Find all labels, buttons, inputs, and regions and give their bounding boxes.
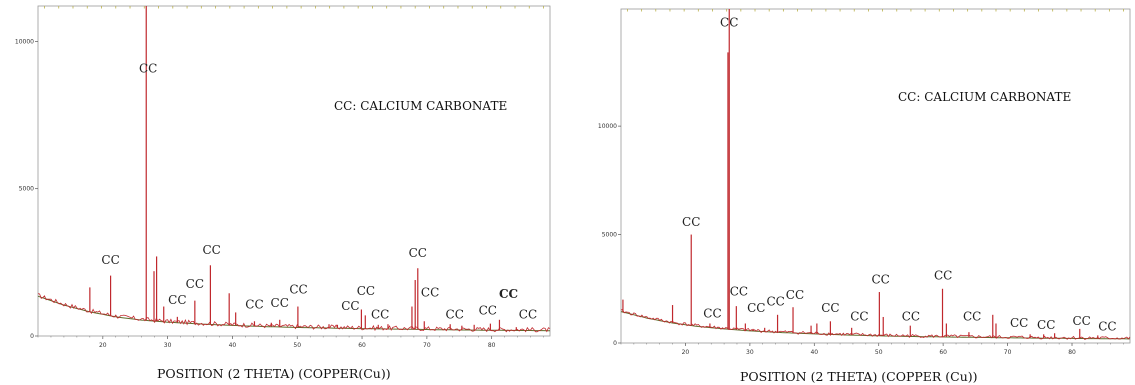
peak-label: CC (1010, 316, 1028, 330)
y-tick-group: 0 5000 10000 (598, 123, 621, 347)
y-tick-label: 10000 (15, 38, 34, 45)
peak-label: CC (1072, 314, 1090, 328)
x-tick-group: 20 30 40 50 60 70 80 (37, 336, 544, 349)
peak-label: CC (682, 215, 700, 229)
plot-frame (37, 5, 551, 337)
peak-label: CC (421, 286, 439, 300)
peak-label: CC (1098, 319, 1116, 333)
peak-label: CC (499, 287, 518, 301)
x-tick-label: 40 (810, 349, 818, 356)
peak-label: CC (245, 297, 263, 311)
x-tick-label: 80 (488, 342, 496, 349)
x-axis-label: POSITION (2 THETA) (COPPER (Cu)) (740, 369, 978, 384)
legend-text: CC: CALCIUM CARBONATE (334, 99, 507, 113)
peak-label: CC (1037, 318, 1055, 332)
x-tick-label: 40 (229, 342, 237, 349)
x-tick-label: 30 (746, 349, 754, 356)
x-tick-label: 30 (164, 342, 172, 349)
background-curve (37, 295, 550, 332)
x-axis-label: POSITION (2 THETA) (COPPER(Cu)) (157, 366, 391, 381)
peak-label: CC (203, 243, 221, 257)
background-curve (620, 311, 1130, 340)
pattern-noise-trace (620, 309, 1131, 340)
x-tick-label: 80 (1068, 349, 1076, 356)
peak-label: CC (446, 308, 464, 322)
top-tick-group (627, 9, 1124, 12)
y-tick-label: 5000 (602, 232, 617, 239)
peak-label: CC (766, 294, 784, 308)
peak-label: CC (289, 283, 307, 297)
peak-label: CC (186, 277, 204, 291)
peak-label: CC (168, 293, 186, 307)
peak-label: CC (850, 310, 868, 324)
peak-label: CC (963, 310, 981, 324)
x-tick-label: 60 (358, 342, 366, 349)
legend-text: CC: CALCIUM CARBONATE (898, 90, 1071, 104)
diffraction-pattern (620, 9, 1131, 340)
peak-label: CC (271, 296, 289, 310)
peak-label: CC (357, 284, 375, 298)
diffraction-pattern (37, 6, 551, 333)
y-tick-label: 0 (30, 333, 34, 340)
x-tick-label: 20 (682, 349, 690, 356)
y-tick-label: 5000 (19, 186, 34, 193)
peak-label: CC (139, 62, 157, 76)
peak-label: CC (703, 306, 721, 320)
y-tick-label: 10000 (598, 123, 617, 130)
peak-label: CC (101, 253, 119, 267)
peak-label: CC (720, 16, 738, 30)
peak-label: CC (519, 308, 537, 322)
peak-label: CC (479, 303, 497, 317)
peak-label: CC (902, 310, 920, 324)
x-tick-label: 60 (939, 349, 947, 356)
peak-label: CC (871, 273, 889, 287)
peak-label: CC (409, 246, 427, 260)
y-tick-label: 0 (613, 340, 617, 347)
x-tick-group: 20 30 40 50 60 70 80 (620, 343, 1124, 356)
pattern-noise-trace (37, 293, 551, 333)
peak-label: CC (341, 299, 359, 313)
peak-label: CC (730, 285, 748, 299)
y-tick-group: 0 5000 10000 (15, 38, 38, 340)
x-tick-label: 50 (293, 342, 301, 349)
x-tick-label: 70 (1004, 349, 1012, 356)
peak-label: CC (371, 308, 389, 322)
peak-label: CC (934, 268, 952, 282)
x-tick-label: 70 (423, 342, 431, 349)
x-tick-label: 50 (875, 349, 883, 356)
plot-frame (620, 8, 1131, 344)
x-tick-label: 20 (99, 342, 107, 349)
top-tick-group (44, 6, 544, 9)
peak-label: CC (821, 301, 839, 315)
peak-label: CC (747, 301, 765, 315)
peak-label: CC (786, 288, 804, 302)
